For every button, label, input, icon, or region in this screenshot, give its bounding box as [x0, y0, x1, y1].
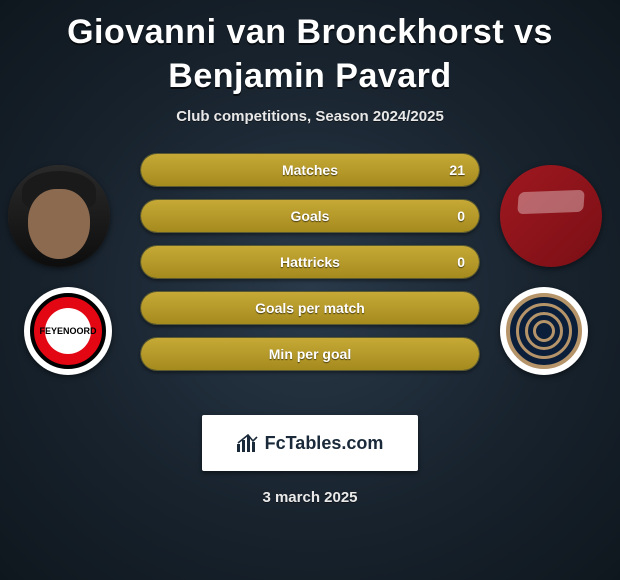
stat-bar-label: Matches: [141, 154, 479, 186]
stat-bar: Hattricks0: [140, 245, 480, 279]
player-right-avatar: [500, 165, 602, 267]
stat-bar: Goals0: [140, 199, 480, 233]
page-subtitle: Club competitions, Season 2024/2025: [0, 108, 620, 125]
stat-bar-label: Hattricks: [141, 246, 479, 278]
footer-date: 3 march 2025: [0, 489, 620, 506]
stat-bar: Goals per match: [140, 291, 480, 325]
stat-bars: Matches21Goals0Hattricks0Goals per match…: [140, 153, 480, 383]
stat-bar-value: 21: [449, 154, 465, 186]
stat-bar-value: 0: [457, 200, 465, 232]
bar-chart-icon: [237, 434, 259, 452]
brand-badge: FcTables.com: [202, 415, 418, 471]
page-title: Giovanni van Bronckhorst vs Benjamin Pav…: [0, 0, 620, 102]
stat-bar-label: Goals per match: [141, 292, 479, 324]
stat-bar-label: Min per goal: [141, 338, 479, 370]
stat-bar-value: 0: [457, 246, 465, 278]
brand-text: FcTables.com: [265, 433, 384, 454]
club-left-crest: FEYENOORD: [24, 287, 112, 375]
stat-bar-label: Goals: [141, 200, 479, 232]
stat-bar: Min per goal: [140, 337, 480, 371]
comparison-stage: FEYENOORD Matches21Goals0Hattricks0Goals…: [0, 147, 620, 417]
club-left-abbrev: FEYENOORD: [45, 308, 91, 354]
player-left-avatar: [8, 165, 110, 267]
club-right-crest: [500, 287, 588, 375]
stat-bar: Matches21: [140, 153, 480, 187]
